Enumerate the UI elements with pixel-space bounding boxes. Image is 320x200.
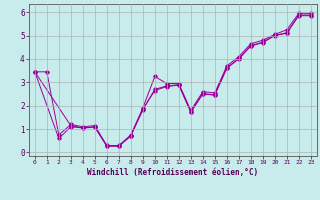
X-axis label: Windchill (Refroidissement éolien,°C): Windchill (Refroidissement éolien,°C)	[87, 168, 258, 177]
